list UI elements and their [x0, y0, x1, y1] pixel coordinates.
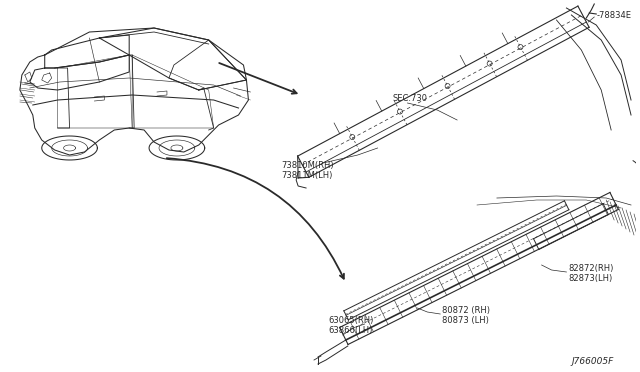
Text: 80873 (LH): 80873 (LH): [442, 315, 489, 324]
Text: J766005F: J766005F: [572, 357, 614, 366]
Text: 82873(LH): 82873(LH): [568, 273, 612, 282]
Text: SEC.730: SEC.730: [392, 93, 428, 103]
Text: 63065(RH): 63065(RH): [328, 315, 373, 324]
Text: 73811M(LH): 73811M(LH): [281, 170, 333, 180]
Text: 82872(RH): 82872(RH): [568, 263, 614, 273]
Text: 73810M(RH): 73810M(RH): [281, 160, 334, 170]
Text: 80872 (RH): 80872 (RH): [442, 305, 490, 314]
Text: -78834E: -78834E: [596, 10, 631, 19]
Text: 63866(LH): 63866(LH): [328, 326, 372, 334]
